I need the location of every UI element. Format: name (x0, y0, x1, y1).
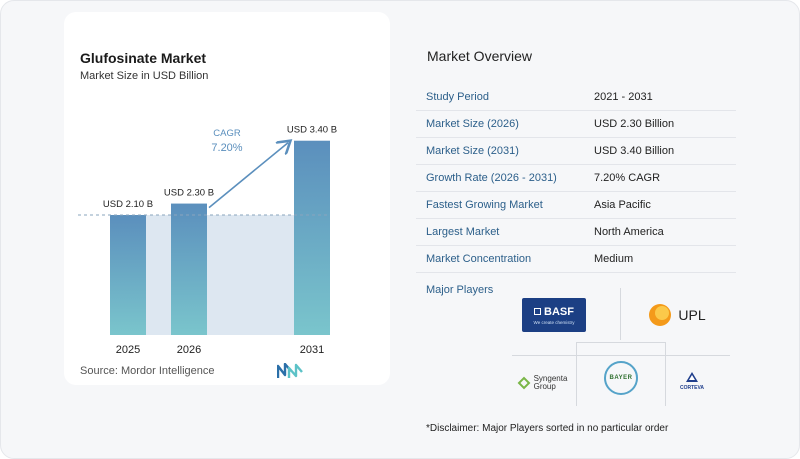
overview-row-value: Medium (594, 253, 634, 265)
overview-row: Study Period 2021 - 2031 (416, 84, 736, 111)
players-divider (665, 342, 666, 406)
syngenta-group: Group (533, 382, 556, 391)
cagr-value: 7.20% (211, 142, 242, 154)
x-tick-label: 2031 (300, 344, 324, 356)
market-overview-title: Market Overview (427, 48, 533, 64)
overview-row-label: Market Concentration (426, 253, 532, 265)
mordor-intelligence-logo-icon (277, 363, 303, 378)
data-label: USD 3.40 B (287, 125, 337, 136)
players-divider (620, 288, 621, 340)
cagr-label: CAGR (213, 128, 241, 139)
market-overview-table: Study Period 2021 - 2031 Market Size (20… (416, 84, 736, 273)
disclaimer: *Disclaimer: Major Players sorted in no … (426, 423, 669, 434)
bayer-name: BAYER (609, 375, 633, 381)
players-divider (576, 342, 666, 343)
overview-row-label: Market Size (2031) (426, 145, 519, 157)
chart-title: Glufosinate Market (80, 50, 207, 66)
overview-row: Market Concentration Medium (416, 246, 736, 273)
bar-2031 (294, 140, 330, 335)
bar-2026 (171, 203, 207, 335)
basf-logo: BASF We create chemistry (522, 298, 586, 332)
x-tick-label: 2026 (177, 344, 201, 356)
chart-subtitle: Market Size in USD Billion (80, 70, 209, 82)
corteva-mark-icon (686, 372, 698, 382)
upl-name: UPL (678, 307, 706, 323)
basf-tagline: We create chemistry (533, 319, 575, 325)
corteva-name: CORTEVA (679, 385, 705, 391)
overview-row-label: Largest Market (426, 226, 500, 238)
x-tick-label: 2025 (116, 344, 140, 356)
bar-chart: USD 2.10 B USD 2.30 B USD 3.40 B 2025 2026 2… (78, 125, 337, 356)
overview-row-value: Asia Pacific (594, 199, 651, 211)
overview-row-label: Market Size (2026) (426, 118, 519, 130)
major-players-title: Major Players (426, 284, 494, 296)
basf-name: BASF (544, 305, 574, 318)
overview-row: Growth Rate (2026 - 2031) 7.20% CAGR (416, 165, 736, 192)
overview-row-value: USD 2.30 Billion (594, 118, 675, 130)
overview-row-label: Fastest Growing Market (426, 199, 543, 211)
syngenta-name: Syngenta (533, 374, 568, 383)
cagr-arrow (208, 143, 288, 209)
basf-square-icon (534, 308, 542, 315)
overview-row: Largest Market North America (416, 219, 736, 246)
data-label: USD 2.30 B (164, 188, 214, 199)
bar-2025 (110, 215, 146, 335)
overview-row-value: 2021 - 2031 (594, 91, 653, 103)
syngenta-leaf-icon (517, 376, 531, 390)
bayer-logo: BAYER (604, 361, 638, 395)
overview-row-label: Growth Rate (2026 - 2031) (426, 172, 557, 184)
overview-row: Market Size (2031) USD 3.40 Billion (416, 138, 736, 165)
corteva-logo: CORTEVA (670, 366, 714, 396)
upl-logo: UPL (640, 300, 714, 330)
overview-row: Market Size (2026) USD 2.30 Billion (416, 111, 736, 138)
players-divider (576, 342, 577, 406)
overview-row-value: 7.20% CAGR (594, 172, 661, 184)
overview-row-value: North America (594, 226, 664, 238)
data-label: USD 2.10 B (103, 199, 153, 210)
source-note: Source: Mordor Intelligence (80, 365, 215, 377)
upl-sun-icon (649, 304, 672, 326)
overview-row: Fastest Growing Market Asia Pacific (416, 192, 736, 219)
overview-row-label: Study Period (426, 91, 489, 103)
players-divider (512, 355, 730, 356)
syngenta-logo: Syngenta Group (512, 368, 572, 398)
overview-row-value: USD 3.40 Billion (594, 145, 675, 157)
